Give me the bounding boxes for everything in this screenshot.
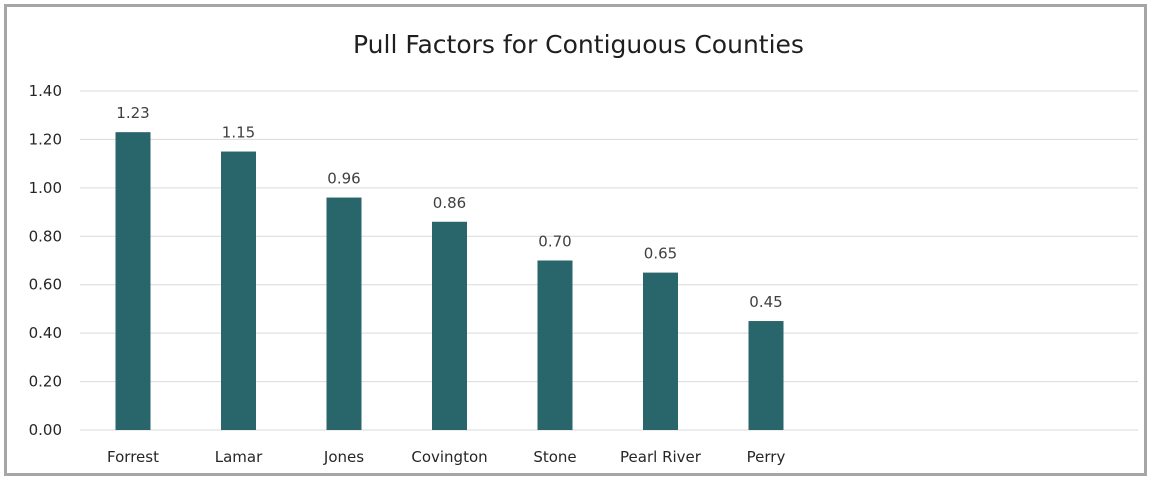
bar-jones (326, 197, 362, 430)
data-label: 0.96 (327, 170, 360, 188)
x-category-label: Pearl River (620, 448, 702, 466)
x-category-label: Stone (533, 448, 576, 466)
y-tick-label: 0.20 (29, 373, 62, 391)
data-label: 0.86 (433, 194, 466, 212)
bar-pearl-river (643, 272, 678, 430)
bar-perry (748, 321, 784, 430)
x-category-label: Perry (747, 448, 786, 466)
x-category-label: Covington (411, 448, 487, 466)
data-label: 1.15 (222, 124, 255, 142)
x-category-label: Lamar (215, 448, 263, 466)
data-label: 1.23 (116, 104, 149, 122)
x-category-label: Jones (323, 448, 364, 466)
y-tick-label: 0.40 (29, 324, 62, 342)
chart-title: Pull Factors for Contiguous Counties (353, 30, 804, 59)
x-category-label: Forrest (107, 448, 159, 466)
bar-stone (537, 260, 573, 430)
data-label: 0.70 (538, 233, 571, 251)
y-tick-label: 0.00 (29, 421, 62, 439)
data-label: 0.45 (749, 293, 782, 311)
chart-frame (4, 4, 1147, 476)
y-tick-label: 1.40 (29, 82, 62, 100)
y-tick-label: 0.80 (29, 227, 62, 245)
bar-forrest (115, 132, 151, 430)
data-label: 0.65 (644, 245, 677, 263)
bar-lamar (221, 151, 256, 431)
y-tick-label: 0.60 (29, 276, 62, 294)
y-tick-label: 1.00 (29, 179, 62, 197)
y-tick-label: 1.20 (29, 130, 62, 148)
bar-covington (432, 221, 467, 430)
